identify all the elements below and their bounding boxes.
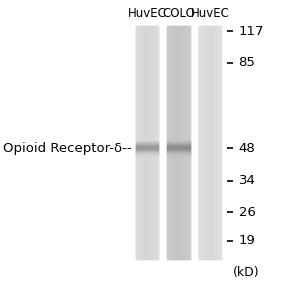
Bar: [208, 26, 209, 259]
Bar: [149, 26, 150, 259]
Bar: [211, 26, 212, 259]
Bar: [172, 26, 173, 259]
Bar: [218, 26, 219, 259]
Bar: [177, 26, 178, 259]
Bar: [154, 26, 155, 259]
Bar: [145, 26, 146, 259]
Bar: [204, 26, 205, 259]
Bar: [214, 26, 215, 259]
Bar: [213, 26, 214, 259]
Bar: [152, 26, 153, 259]
Bar: [215, 26, 216, 259]
Bar: [174, 26, 175, 259]
Bar: [181, 26, 182, 259]
Bar: [178, 26, 179, 259]
Bar: [199, 26, 200, 259]
Bar: [173, 26, 174, 259]
Bar: [155, 26, 156, 259]
Text: COLO: COLO: [162, 7, 195, 20]
Bar: [139, 26, 140, 259]
Bar: [202, 26, 203, 259]
Bar: [144, 26, 145, 259]
Bar: [146, 26, 147, 259]
Bar: [209, 26, 210, 259]
Bar: [140, 26, 141, 259]
Bar: [142, 26, 143, 259]
Bar: [137, 26, 138, 259]
Text: 85: 85: [238, 56, 255, 69]
Bar: [136, 26, 137, 259]
Bar: [156, 26, 157, 259]
Bar: [138, 26, 139, 259]
Text: 48: 48: [238, 142, 255, 155]
Bar: [207, 26, 208, 259]
Text: (kD): (kD): [232, 266, 259, 279]
Bar: [203, 26, 204, 259]
Bar: [199, 26, 221, 259]
Text: 117: 117: [238, 25, 264, 38]
Bar: [201, 26, 202, 259]
Bar: [188, 26, 189, 259]
Bar: [205, 26, 206, 259]
Bar: [175, 26, 176, 259]
Bar: [167, 26, 190, 259]
Bar: [167, 26, 168, 259]
Bar: [189, 26, 190, 259]
Bar: [200, 26, 201, 259]
Bar: [202, 26, 203, 259]
Bar: [216, 26, 217, 259]
Bar: [170, 26, 171, 259]
Bar: [217, 26, 218, 259]
Bar: [150, 26, 151, 259]
Bar: [169, 26, 170, 259]
Bar: [148, 26, 149, 259]
Bar: [136, 26, 137, 259]
Bar: [219, 26, 220, 259]
Bar: [154, 26, 155, 259]
Bar: [183, 26, 184, 259]
Bar: [210, 26, 211, 259]
Bar: [151, 26, 152, 259]
Bar: [179, 26, 180, 259]
Bar: [141, 26, 142, 259]
Bar: [184, 26, 185, 259]
Bar: [186, 26, 187, 259]
Bar: [136, 26, 158, 259]
Bar: [143, 26, 144, 259]
Text: 19: 19: [238, 234, 255, 247]
Bar: [176, 26, 177, 259]
Bar: [182, 26, 183, 259]
Bar: [206, 26, 207, 259]
Bar: [187, 26, 188, 259]
Text: Opioid Receptor-δ--: Opioid Receptor-δ--: [3, 142, 132, 155]
Bar: [185, 26, 186, 259]
Bar: [220, 26, 221, 259]
Bar: [168, 26, 169, 259]
Bar: [153, 26, 154, 259]
Bar: [212, 26, 213, 259]
Text: HuvEC: HuvEC: [128, 7, 167, 20]
Text: 26: 26: [238, 206, 255, 219]
Bar: [157, 26, 158, 259]
Text: 34: 34: [238, 174, 255, 188]
Bar: [169, 26, 170, 259]
Text: HuvEC: HuvEC: [190, 7, 230, 20]
Bar: [147, 26, 148, 259]
Bar: [171, 26, 172, 259]
Bar: [180, 26, 181, 259]
